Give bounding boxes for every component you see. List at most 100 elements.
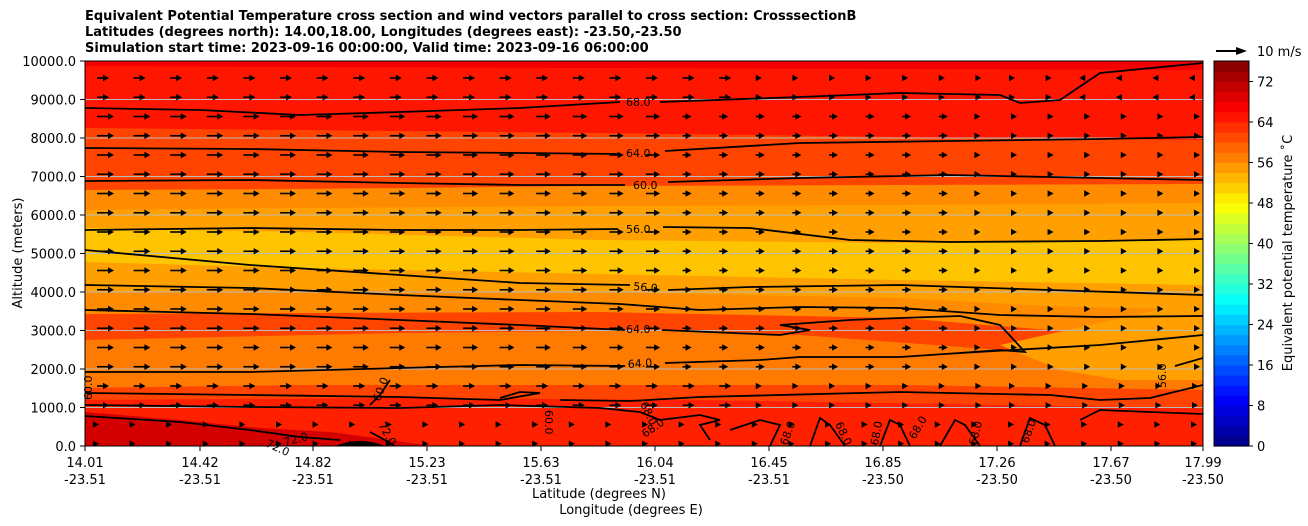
wind-arrow [609,344,624,351]
wind-arrow [719,209,729,216]
colorbar-segment [1214,385,1249,396]
wind-arrow [1120,151,1127,159]
wind-arrow [170,209,187,216]
wind-arrow [280,94,292,101]
wind-arrow [1084,132,1091,139]
wind-arrow [792,248,802,255]
wind-arrow [316,344,333,351]
wind-arrow [572,402,585,409]
x-tick-lat: 14.01 [66,456,103,471]
wind-arrow [426,171,442,178]
wind-arrow [97,74,109,82]
wind-arrow [426,286,442,293]
wind-arrow [572,267,588,274]
wind-arrow [1084,267,1091,274]
wind-arrow [316,402,329,409]
wind-arrow [755,305,765,313]
contour-label: 64.0 [627,356,652,371]
wind-arrow [536,325,551,332]
colorbar-segment [1214,344,1249,356]
wind-arrow [536,113,551,120]
wind-arrow [133,248,151,255]
wind-arrow [316,113,333,120]
wind-arrow [646,171,661,178]
wind-arrow [572,74,585,82]
wind-arrow [280,190,297,197]
band-lower-orange [85,330,1203,390]
wind-arrow [1084,363,1091,370]
wind-arrow [499,286,515,293]
wind-arrow [499,325,515,332]
wind-arrow [499,190,515,197]
wind-arrow [902,267,912,274]
wind-arrow [316,325,333,332]
wind-arrow [682,305,692,313]
wind-arrow [938,228,948,236]
wind-arrow [353,209,369,216]
wind-arrow [902,363,912,370]
wind-arrow [280,325,297,332]
wind-arrow [572,325,588,332]
wind-arrow [974,209,981,216]
wind-arrow [1011,344,1017,351]
contour-60-upper [85,174,1203,186]
wind-arrow [865,267,875,274]
wind-arrow [902,74,909,82]
wind-arrow [133,363,151,370]
chart-title-line-1: Equivalent Potential Temperature cross s… [85,9,857,24]
wind-arrow [572,171,588,178]
contour-72-surface-b [369,431,396,446]
wind-arrow [389,113,406,120]
colorbar-tick-label: 0 [1257,440,1265,455]
wind-arrow [974,248,981,255]
wind-arrow [974,132,981,139]
wind-arrow [426,382,439,390]
wind-arrow [1118,382,1125,390]
wind-arrow [865,132,875,139]
wind-arrow [938,267,948,274]
wind-arrow [536,228,551,236]
wind-arrow [239,440,246,446]
wind-arrow [243,382,256,390]
wind-arrow [1194,209,1200,216]
wind-arrow [1084,305,1091,313]
wind-arrow [646,151,661,159]
wind-arrow [1154,440,1161,446]
wind-arrow [97,344,114,351]
wind-arrow [1008,440,1014,446]
wind-arrow [170,248,187,255]
wind-arrow [829,267,838,274]
wind-arrow [792,132,802,139]
wind-arrow [642,421,648,428]
wind-arrow [865,190,875,197]
colorbar-segment [1214,415,1249,427]
x-tick-lon: -23.51 [292,473,334,488]
wind-arrow [426,209,442,216]
x-tick-lat: 17.99 [1184,456,1221,471]
wind-arrow [572,151,588,159]
wind-arrow [792,267,802,274]
wind-arrow [829,113,838,120]
wind-arrow [646,325,661,332]
colorbar-segment [1214,71,1249,82]
wind-arrow [280,363,297,370]
wind-arrow [1011,171,1017,178]
wind-arrow [97,228,114,236]
wind-arrow [568,421,575,428]
contour-label: 56.0 [633,280,659,295]
wind-arrow [280,402,292,409]
quiver-key: 10 m/s [1216,45,1302,60]
wind-arrow [1120,305,1127,313]
wind-arrow [861,421,868,428]
wind-arrow [1011,325,1017,332]
wind-arrow [938,190,948,197]
colorbar-label: Equivalent potential temperature ˚C [1280,135,1296,371]
wind-arrow [316,151,333,159]
wind-arrow [755,286,765,293]
wind-arrow [243,228,260,236]
wind-arrow [206,286,224,293]
wind-arrow [353,190,369,197]
wind-arrow [1047,132,1054,139]
wind-arrow [792,305,802,313]
wind-arrow [243,94,256,101]
